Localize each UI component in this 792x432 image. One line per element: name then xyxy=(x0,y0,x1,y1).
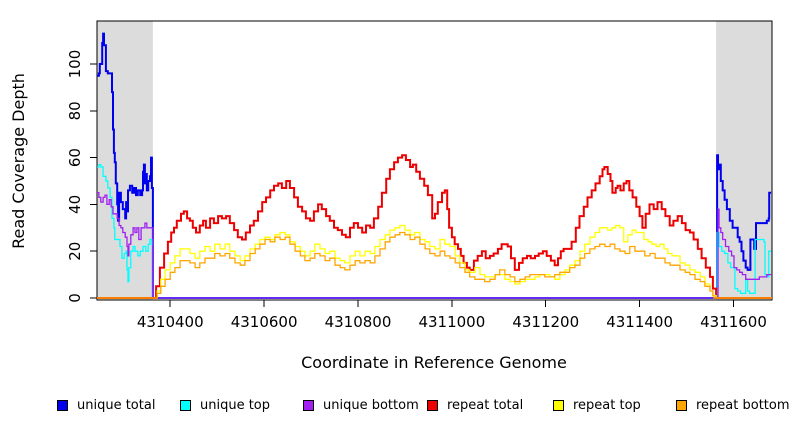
legend-label: repeat bottom xyxy=(696,397,790,413)
legend-swatch xyxy=(180,399,191,411)
series-repeat-total xyxy=(97,154,772,299)
y-tick-label: 20 xyxy=(66,242,84,261)
x-tick-label: 4310600 xyxy=(231,313,298,331)
legend-item-unique-total: unique total xyxy=(57,396,155,414)
series-unique-bottom xyxy=(97,192,772,299)
y-tick-label: 40 xyxy=(66,195,84,214)
legend-label: unique top xyxy=(200,397,271,413)
y-tick-label: 60 xyxy=(66,148,84,167)
legend-item-unique-bottom: unique bottom xyxy=(303,396,419,414)
legend-label: repeat total xyxy=(447,397,524,413)
series-lines xyxy=(97,32,772,299)
legend-swatch xyxy=(427,399,438,411)
y-tick-label: 100 xyxy=(66,50,84,79)
y-axis: 0 20 40 60 80 100 xyxy=(66,50,97,303)
legend-swatch xyxy=(553,399,564,411)
shaded-regions xyxy=(97,21,772,300)
legend-label: repeat top xyxy=(573,397,641,413)
y-tick-label: 80 xyxy=(66,101,84,120)
x-tick-label: 4311200 xyxy=(512,313,579,331)
x-tick-label: 4311600 xyxy=(700,313,767,331)
legend: unique total unique top unique bottom repea… xyxy=(0,396,792,416)
x-tick-label: 4310400 xyxy=(137,313,204,331)
legend-swatch xyxy=(303,399,314,411)
legend-label: unique bottom xyxy=(323,397,419,413)
legend-item-repeat-top: repeat top xyxy=(553,396,641,414)
legend-item-repeat-bottom: repeat bottom xyxy=(676,396,790,414)
series-repeat-top xyxy=(97,224,772,299)
x-axis-title: Coordinate in Reference Genome xyxy=(301,353,567,372)
x-tick-label: 4311400 xyxy=(606,313,673,331)
series-unique-top xyxy=(97,163,772,299)
series-unique-total xyxy=(97,32,772,299)
x-tick-label: 4311000 xyxy=(418,313,485,331)
x-tick-label: 4310800 xyxy=(325,313,392,331)
plot-border xyxy=(96,20,773,301)
legend-label: unique total xyxy=(77,397,156,413)
x-axis: 4310400 4310600 4310800 4311000 4311200 43114… xyxy=(137,300,767,331)
y-axis-title: Read Coverage Depth xyxy=(9,73,28,249)
y-tick-label: 0 xyxy=(66,293,84,303)
plot-box xyxy=(96,20,773,301)
legend-swatch xyxy=(57,399,68,411)
series-repeat-bottom xyxy=(97,231,772,299)
legend-item-repeat-total: repeat total xyxy=(427,396,523,414)
legend-item-unique-top: unique top xyxy=(180,396,270,414)
legend-swatch xyxy=(676,399,687,411)
